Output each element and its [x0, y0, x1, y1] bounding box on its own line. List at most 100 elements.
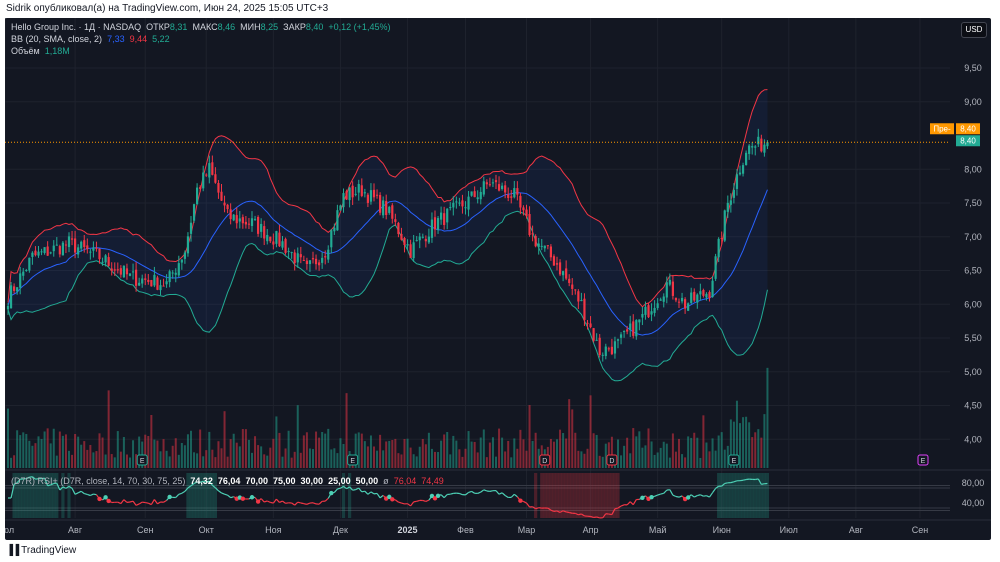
- rsi-segment: [318, 500, 323, 505]
- volume-bar: [125, 454, 128, 468]
- volume-bar: [531, 440, 534, 468]
- pre-market-price: 8,40: [960, 124, 976, 133]
- candle: [40, 248, 43, 256]
- rsi-segment: [138, 501, 143, 505]
- volume-bar: [388, 440, 391, 468]
- candle: [345, 189, 348, 200]
- volume-bar: [180, 442, 183, 468]
- candle-body: [543, 245, 546, 249]
- rsi-segment: [178, 492, 183, 495]
- volume-bar: [732, 421, 735, 468]
- candle: [9, 281, 13, 309]
- rsi-segment: [120, 499, 125, 504]
- candle-body: [186, 236, 190, 254]
- candle-body: [122, 265, 125, 278]
- rsi-segment: [13, 482, 18, 485]
- candle: [101, 257, 104, 266]
- symbol-title[interactable]: Hello Group Inc. · 1Д · NASDAQ: [11, 22, 142, 32]
- candle-body: [77, 247, 80, 255]
- candle: [565, 260, 568, 281]
- event-letter: E: [921, 458, 926, 465]
- time-tick-label: Авг: [849, 525, 864, 535]
- volume-bar: [568, 399, 571, 468]
- candle: [214, 167, 217, 184]
- volume-legend[interactable]: Объём 1,18M: [11, 46, 70, 56]
- volume-value: 1,18M: [44, 46, 70, 56]
- rsi-tick-label: 80,00: [962, 478, 985, 488]
- candle: [680, 292, 684, 304]
- rsi-segment: [425, 499, 430, 503]
- candle: [513, 180, 516, 199]
- candle: [528, 206, 531, 237]
- footer-brand[interactable]: ▐▐ TradingView: [6, 545, 76, 556]
- rsi-segment: [303, 503, 308, 505]
- bb-label: BB (20, SMA, close, 2): [11, 34, 103, 44]
- candle: [723, 209, 726, 243]
- rsi-segment: [495, 490, 500, 495]
- volume-bar: [696, 437, 699, 468]
- candle-body: [113, 269, 116, 271]
- candle: [440, 206, 443, 225]
- rsi-segment: [535, 507, 539, 510]
- candle-body: [671, 281, 674, 296]
- candle-body: [659, 299, 662, 301]
- candle: [604, 343, 607, 360]
- candle: [125, 263, 129, 280]
- volume-bar: [217, 441, 220, 468]
- candle: [629, 315, 632, 337]
- candle: [77, 244, 80, 259]
- volume-bar: [241, 429, 244, 468]
- bb-legend[interactable]: BB (20, SMA, close, 2) 7,33 9,44 5,22: [11, 34, 170, 44]
- candle-body: [446, 208, 449, 223]
- volume-bar: [626, 437, 629, 468]
- candle-body: [644, 306, 647, 315]
- volume-bar: [266, 455, 269, 468]
- candle-body: [656, 303, 659, 309]
- candle: [452, 196, 455, 216]
- volume-bar: [302, 435, 305, 468]
- candle-body: [199, 187, 202, 189]
- chart-pane[interactable]: E E D D E E 9,50 9,00 8,00 7,50 7,00 6,50 6,00 5,50 5,…: [5, 18, 991, 540]
- candle: [147, 274, 150, 285]
- candle-body: [610, 346, 613, 355]
- volume-bar: [513, 438, 516, 468]
- candle-body: [528, 214, 531, 236]
- candle: [327, 245, 330, 263]
- event-letter: D: [609, 458, 614, 465]
- candle-body: [491, 182, 495, 184]
- rsi-segment: [270, 501, 274, 504]
- candle: [196, 183, 199, 206]
- candle: [244, 215, 247, 229]
- candle-body: [183, 252, 186, 259]
- rsi-segment: [575, 512, 579, 516]
- volume-bar: [321, 431, 324, 468]
- event-box: [347, 454, 359, 466]
- rsi-segment: [333, 488, 338, 493]
- rsi-segment: [47, 484, 51, 487]
- volume-bar: [498, 428, 501, 468]
- candle-body: [366, 194, 369, 203]
- candle-body: [144, 278, 147, 280]
- rsi-value: 76,04: [217, 476, 241, 486]
- rsi-legend[interactable]: (D7R) RSI+ (D7R, close, 14, 70, 30, 75, …: [11, 476, 444, 486]
- candle-body: [690, 292, 693, 303]
- currency-button[interactable]: USD: [961, 22, 987, 38]
- rsi-segment: [626, 501, 631, 506]
- volume-bar: [132, 440, 135, 468]
- candle: [534, 234, 537, 248]
- rsi-segment: [697, 494, 701, 497]
- volume-bar: [400, 454, 403, 468]
- volume-bar: [702, 415, 705, 468]
- rsi-value: 30,00: [300, 476, 324, 486]
- rsi-zone-highlight: [195, 473, 199, 518]
- candle: [290, 251, 293, 259]
- chart-canvas[interactable]: E E D D E E 9,50 9,00 8,00 7,50 7,00 6,50 6,00 5,50 5,…: [5, 18, 991, 540]
- rsi-zone-highlight: [741, 473, 745, 518]
- candle: [482, 176, 485, 197]
- candle: [632, 314, 635, 339]
- candle-body: [589, 323, 592, 328]
- change-value: +0,12 (+1,45%): [328, 22, 391, 32]
- candle: [430, 212, 434, 243]
- time-tick-label: Сен: [137, 525, 154, 535]
- candle-body: [247, 223, 251, 225]
